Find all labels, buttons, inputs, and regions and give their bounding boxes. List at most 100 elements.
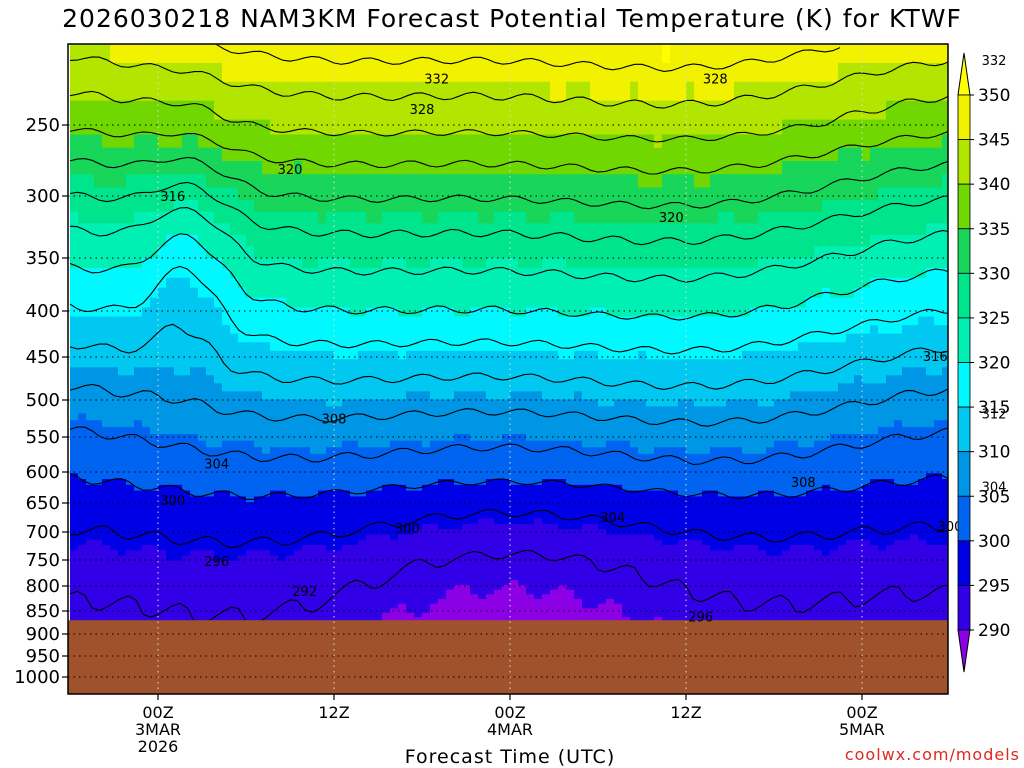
field-cell	[310, 200, 319, 213]
field-cell	[414, 453, 423, 461]
field-cell	[262, 612, 271, 618]
field-cell	[350, 534, 359, 541]
field-cell	[166, 570, 175, 576]
field-cell	[94, 267, 103, 279]
field-cell	[166, 277, 175, 289]
field-cell	[278, 584, 287, 591]
field-cell	[166, 599, 175, 605]
field-cell	[158, 223, 167, 236]
field-cell	[478, 599, 487, 605]
field-cell	[110, 502, 119, 509]
field-cell	[158, 62, 167, 83]
field-cell	[158, 383, 167, 392]
field-cell	[294, 62, 303, 83]
field-cell	[238, 367, 247, 376]
field-cell	[78, 160, 87, 175]
field-cell	[278, 367, 287, 376]
field-cell	[70, 246, 79, 259]
field-cell	[318, 484, 327, 492]
field-cell	[174, 413, 183, 421]
field-cell	[294, 391, 303, 401]
field-cell	[286, 534, 295, 541]
field-cell	[286, 399, 295, 408]
field-cell	[374, 174, 383, 189]
field-cell	[70, 447, 79, 455]
field-cell	[326, 359, 335, 368]
field-cell	[294, 453, 303, 461]
field-cell	[86, 211, 95, 224]
field-cell	[438, 287, 447, 299]
field-cell	[70, 62, 79, 83]
field-cell	[174, 617, 183, 623]
field-cell	[414, 440, 423, 448]
field-cell	[94, 307, 103, 318]
field-cell	[126, 518, 135, 525]
field-cell	[94, 560, 103, 567]
field-cell	[262, 539, 271, 546]
field-cell	[382, 594, 391, 600]
field-cell	[478, 534, 487, 541]
field-cell	[118, 580, 127, 586]
field-cell	[278, 391, 287, 401]
field-cell	[494, 359, 503, 368]
field-cell	[198, 81, 207, 102]
field-cell	[398, 44, 407, 64]
field-cell	[238, 342, 247, 352]
field-cell	[494, 267, 503, 279]
field-cell	[422, 383, 431, 392]
field-cell	[310, 523, 319, 530]
field-cell	[294, 484, 303, 492]
field-cell	[478, 612, 487, 618]
field-cell	[382, 555, 391, 562]
field-cell	[398, 502, 407, 509]
field-cell	[270, 594, 279, 600]
field-cell	[334, 575, 343, 581]
field-cell	[206, 234, 215, 248]
field-cell	[206, 223, 215, 236]
field-cell	[174, 473, 183, 480]
field-cell	[342, 447, 351, 455]
field-cell	[102, 447, 111, 455]
field-cell	[206, 174, 215, 189]
field-cell	[110, 490, 119, 497]
field-cell	[206, 267, 215, 279]
field-cell	[78, 589, 87, 595]
field-cell	[182, 603, 191, 609]
field-cell	[118, 570, 127, 576]
field-cell	[206, 534, 215, 541]
field-cell	[174, 325, 183, 335]
field-cell	[486, 496, 495, 503]
field-cell	[118, 575, 127, 581]
field-cell	[262, 44, 271, 64]
field-cell	[310, 518, 319, 525]
field-cell	[430, 160, 439, 175]
field-cell	[246, 342, 255, 352]
field-cell	[382, 570, 391, 576]
field-cell	[286, 594, 295, 600]
field-cell	[278, 580, 287, 586]
field-cell	[150, 473, 159, 480]
field-cell	[302, 350, 311, 360]
field-cell	[222, 550, 231, 557]
field-cell	[198, 427, 207, 435]
field-cell	[142, 523, 151, 530]
field-cell	[126, 211, 135, 224]
field-cell	[222, 594, 231, 600]
field-cell	[326, 473, 335, 480]
field-cell	[350, 580, 359, 586]
field-cell	[222, 187, 231, 201]
field-cell	[438, 599, 447, 605]
field-cell	[398, 555, 407, 562]
field-cell	[238, 359, 247, 368]
field-cell	[294, 434, 303, 442]
field-cell	[462, 383, 471, 392]
field-cell	[78, 490, 87, 497]
field-cell	[470, 523, 479, 530]
field-cell	[502, 406, 511, 414]
field-cell	[270, 211, 279, 224]
field-cell	[326, 333, 335, 343]
field-cell	[470, 160, 479, 175]
field-cell	[238, 473, 247, 480]
field-cell	[206, 399, 215, 408]
field-cell	[318, 440, 327, 448]
